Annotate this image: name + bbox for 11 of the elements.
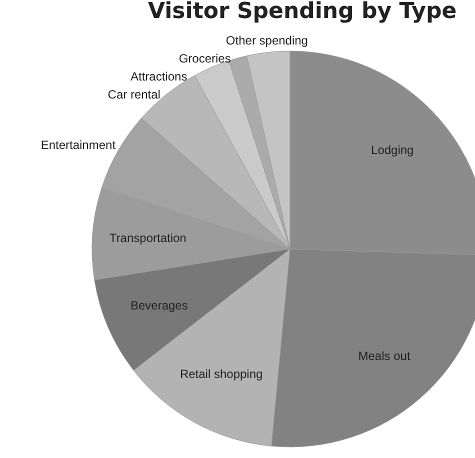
slice-label: Attractions (130, 69, 188, 84)
slice-label: Groceries (178, 51, 231, 66)
slice-label: Meals out (358, 348, 411, 363)
slice-label: Entertainment (40, 138, 116, 152)
slice-label: Lodging (371, 142, 414, 157)
slice-label: Beverages (130, 298, 188, 313)
slice-label: Other spending (226, 33, 308, 48)
slice-label: Car rental (108, 87, 160, 102)
chart-title: Visitor Spending by Type (148, 0, 457, 24)
slice-label: Transportation (109, 230, 186, 245)
slice-label: Retail shopping (180, 366, 263, 381)
